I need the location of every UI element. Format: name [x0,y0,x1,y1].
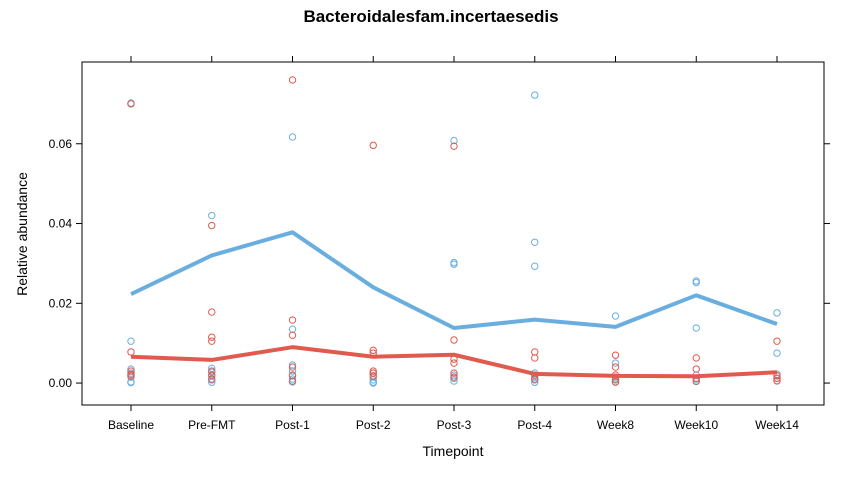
data-point [288,375,297,383]
data-point [773,309,781,317]
data-points [127,76,781,387]
data-point [369,141,377,150]
data-point [208,211,216,220]
data-point [611,351,620,359]
data-point [531,354,539,362]
data-point [611,359,620,367]
y-tick-label: 0.02 [49,296,73,310]
y-tick-label: 0.06 [49,137,73,151]
data-point [288,377,297,385]
chart-title: Bacteroidalesfam.incertaesedis [303,7,558,26]
data-point [127,337,135,345]
series-line [130,345,778,379]
data-point [692,365,700,373]
data-point [773,376,781,385]
data-point [369,367,377,375]
data-point [208,371,216,379]
data-point [369,346,377,355]
data-point [773,349,781,357]
x-tick-label: Post-3 [437,418,472,432]
data-point [531,238,539,246]
data-point [773,374,781,382]
x-tick-label: Pre-FMT [188,418,236,432]
data-point [692,278,700,287]
series-line [130,230,778,331]
data-point [450,377,458,385]
data-point [450,136,458,145]
data-point [450,336,458,344]
data-point [288,331,297,339]
data-point [288,325,297,333]
data-point [531,262,539,270]
x-tick-label: Week8 [597,418,634,432]
data-point [531,348,539,356]
y-axis-title: Relative abundance [14,172,30,296]
data-point [208,375,216,383]
data-point [208,221,216,230]
x-tick-label: Post-4 [517,418,552,432]
x-tick-label: Week14 [755,418,799,432]
data-point [531,91,539,99]
data-point [208,367,216,375]
axis-ticks [76,56,830,411]
x-tick-label: Post-1 [275,418,310,432]
data-point [208,308,216,316]
data-point [288,367,297,375]
data-point [288,133,297,141]
plot-frame [81,61,825,406]
x-tick-label: Week10 [674,418,718,432]
data-point [692,354,700,362]
data-point [288,316,297,324]
data-point [450,142,458,150]
data-point [288,363,297,371]
trend-lines [130,230,778,379]
data-point [611,378,620,386]
data-point [208,333,216,341]
data-point [369,379,377,387]
data-point [127,348,135,356]
data-point [450,260,458,268]
data-point [611,363,620,371]
data-point [288,76,297,84]
x-axis-title: Timepoint [423,443,484,459]
y-tick-label: 0.04 [49,217,73,231]
data-point [450,359,458,367]
x-tick-label: Baseline [108,418,154,432]
data-point [127,372,135,380]
data-point [450,369,458,377]
data-point [369,372,377,380]
data-point [692,324,700,332]
data-point [611,312,620,320]
data-point [208,378,216,386]
data-point [450,373,458,381]
data-point [127,367,135,375]
data-point [208,337,216,345]
data-point [531,378,539,386]
data-point [369,369,377,377]
axis-tick-labels: Baseline Pre-FMT Post-1 Post-2 Post-3 Post-4 W… [49,137,800,432]
x-tick-label: Post-2 [356,418,391,432]
data-point [127,100,135,108]
data-point [773,337,781,345]
y-tick-label: 0.00 [49,376,73,390]
